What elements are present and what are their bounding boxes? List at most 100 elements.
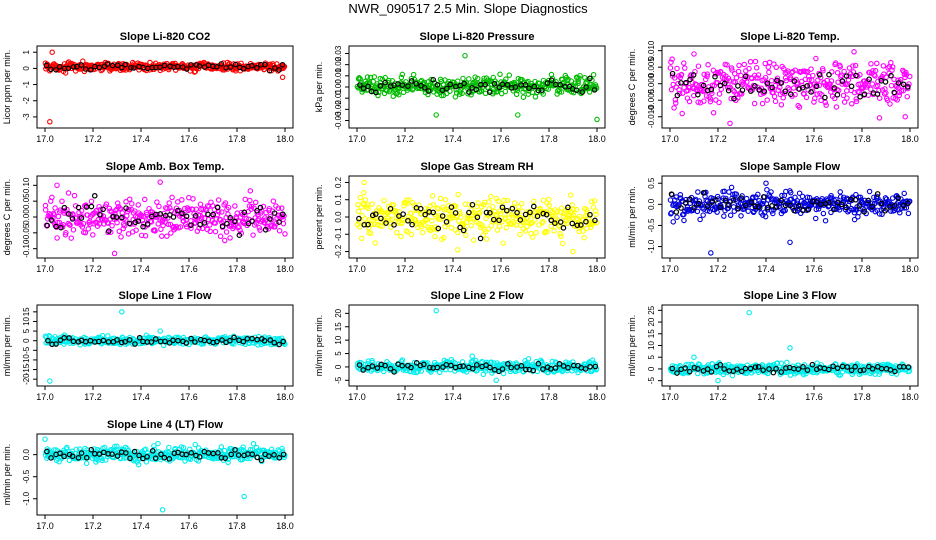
data-point xyxy=(592,363,599,370)
x-tick-label: 17.6 xyxy=(492,134,510,144)
data-point xyxy=(47,66,54,73)
data-point xyxy=(265,226,272,232)
outlier-point xyxy=(49,49,55,55)
data-point xyxy=(714,80,721,86)
data-point xyxy=(514,209,520,216)
data-point xyxy=(843,88,850,94)
outlier-point xyxy=(157,328,163,334)
x-tick-label: 17.0 xyxy=(661,392,679,402)
data-point xyxy=(75,204,82,211)
outlier-point xyxy=(361,179,367,186)
data-point xyxy=(496,84,503,91)
data-point xyxy=(365,83,371,90)
data-point xyxy=(430,201,437,208)
data-point xyxy=(789,69,795,76)
data-point xyxy=(730,197,737,203)
data-point xyxy=(668,59,674,65)
data-point xyxy=(396,213,402,219)
data-point xyxy=(565,204,571,211)
data-point xyxy=(822,94,828,101)
data-point xyxy=(247,197,253,204)
data-point xyxy=(815,206,822,212)
x-tick-label: 17.6 xyxy=(180,264,198,274)
data-point xyxy=(865,197,871,204)
data-point xyxy=(220,218,227,224)
data-point xyxy=(116,228,123,235)
data-point xyxy=(227,337,233,344)
data-point xyxy=(729,67,735,73)
data-point xyxy=(159,233,165,239)
data-point xyxy=(483,236,490,242)
data-point xyxy=(243,215,250,222)
data-point xyxy=(761,88,768,94)
data-point xyxy=(205,211,211,218)
data-point xyxy=(866,363,872,370)
data-point xyxy=(904,93,911,100)
data-point xyxy=(818,97,824,104)
data-point xyxy=(820,67,826,74)
data-point xyxy=(261,337,268,344)
data-point xyxy=(704,366,711,372)
data-point xyxy=(852,62,859,69)
data-point xyxy=(725,87,732,94)
data-point xyxy=(54,235,60,241)
data-point xyxy=(669,56,675,62)
data-point xyxy=(796,190,803,196)
data-point xyxy=(53,341,59,347)
outlier-point xyxy=(787,239,793,246)
data-point xyxy=(387,365,394,372)
data-point xyxy=(190,196,196,202)
data-point xyxy=(904,84,911,90)
data-point xyxy=(837,189,843,195)
y-tick-label: -0.10 xyxy=(22,239,31,258)
data-point xyxy=(466,202,473,208)
series-colored xyxy=(667,180,913,256)
data-point xyxy=(169,194,175,201)
x-tick-label: 17.0 xyxy=(348,392,366,402)
data-point xyxy=(486,199,492,205)
data-point xyxy=(818,362,825,368)
data-point xyxy=(557,231,563,237)
data-point xyxy=(249,218,255,224)
data-point xyxy=(676,73,682,79)
outlier-point xyxy=(493,377,499,384)
data-point xyxy=(44,222,51,229)
data-point xyxy=(750,194,756,200)
data-point xyxy=(87,67,94,73)
data-point xyxy=(497,71,503,78)
data-point xyxy=(702,76,709,83)
data-point xyxy=(457,224,463,231)
data-point xyxy=(558,89,565,95)
data-point xyxy=(357,224,363,230)
data-point xyxy=(840,92,847,99)
data-point xyxy=(69,216,76,222)
data-point xyxy=(70,338,77,345)
data-point xyxy=(721,80,728,87)
data-point xyxy=(895,80,902,86)
data-point xyxy=(827,81,833,87)
data-point xyxy=(109,62,116,69)
data-point xyxy=(405,83,411,89)
data-point xyxy=(280,211,286,218)
data-point xyxy=(196,63,203,69)
y-axis-label: ml/min per min. xyxy=(627,315,637,377)
data-point xyxy=(114,62,121,69)
data-point xyxy=(231,334,237,341)
x-tick-label: 17.2 xyxy=(709,134,727,144)
data-point xyxy=(804,194,811,201)
data-point xyxy=(518,363,525,369)
data-point xyxy=(869,366,876,372)
x-tick-label: 17.4 xyxy=(757,264,775,274)
outlier-point xyxy=(594,116,600,123)
x-tick-label: 18.0 xyxy=(276,392,294,402)
x-tick-label: 17.0 xyxy=(348,264,366,274)
data-point xyxy=(889,64,896,70)
outlier-point xyxy=(455,247,461,253)
series-black xyxy=(669,70,911,102)
data-point xyxy=(881,91,888,97)
data-point xyxy=(469,365,476,372)
